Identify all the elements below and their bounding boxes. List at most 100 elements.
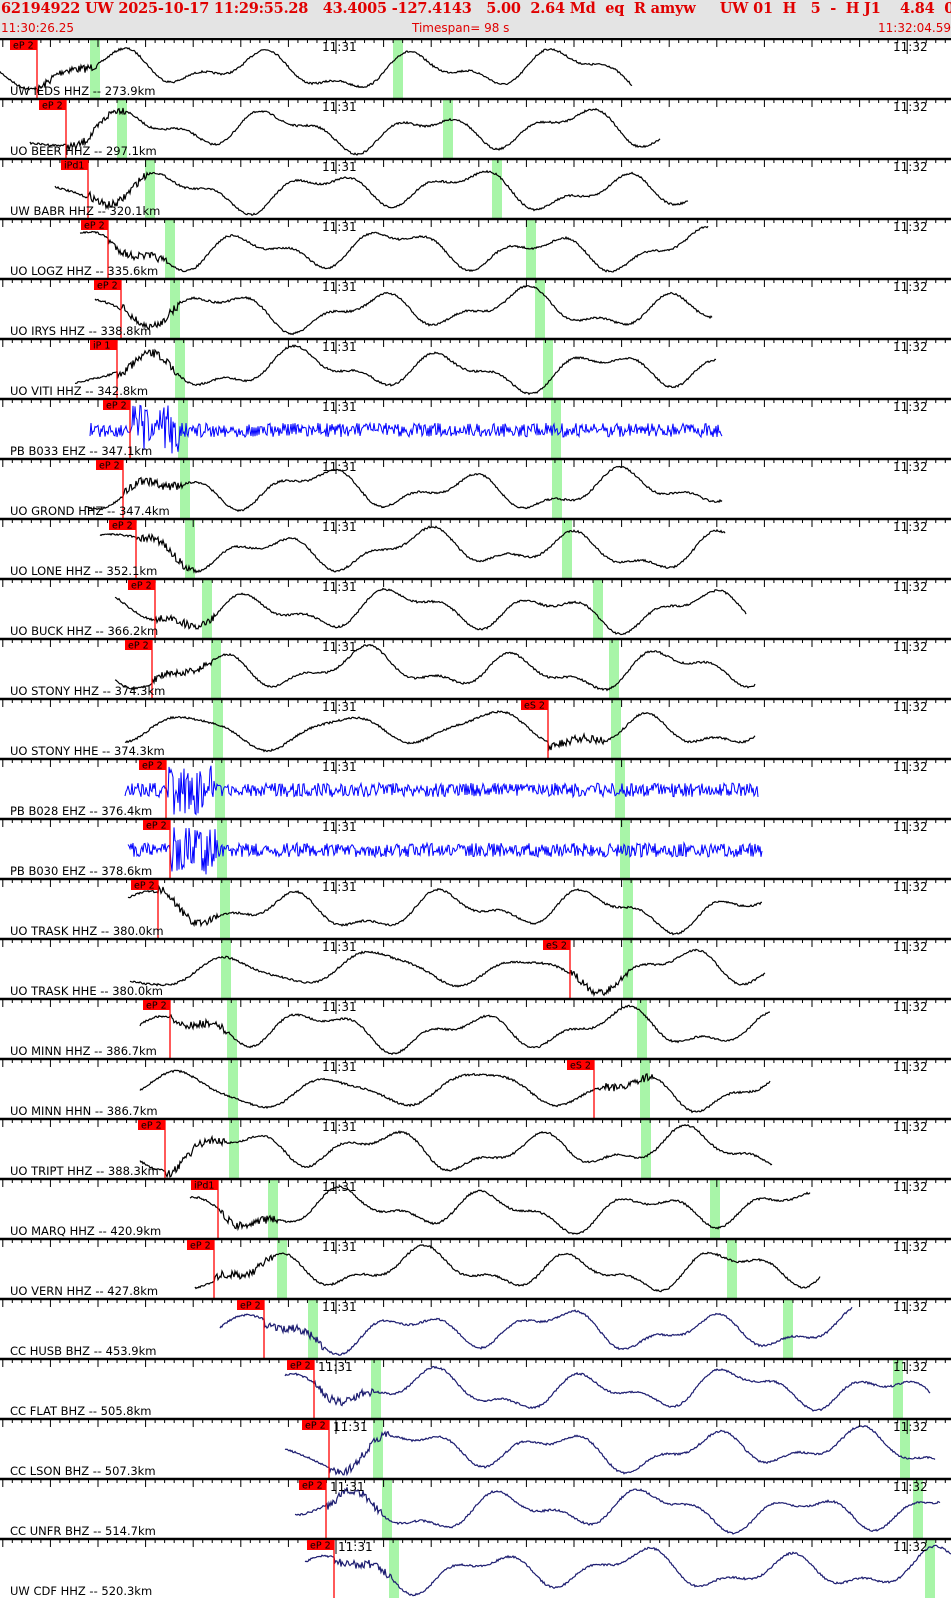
waveform: [79, 225, 709, 273]
trace-row[interactable]: 11:31 11:32 eP 2 UO LONE HHZ -- 352.1km: [0, 517, 951, 578]
pick-flag[interactable]: [143, 1000, 170, 1010]
station-label: CC FLAT BHZ -- 505.8km: [10, 1404, 151, 1418]
waveform: [189, 1185, 811, 1235]
time-label: 11:32: [893, 520, 928, 534]
station-label: UW BABR HHZ -- 320.1km: [10, 204, 160, 218]
pick-label: eP 2: [97, 281, 118, 292]
trace-row[interactable]: 11:31 11:32 eS 2 UO TRASK HHE -- 380.0km: [0, 937, 951, 998]
pick-flag[interactable]: [125, 640, 152, 650]
phase-marker: [221, 939, 231, 998]
waveform: [84, 465, 723, 513]
station-label: UO IRYS HHZ -- 338.8km: [10, 324, 151, 338]
pick-flag[interactable]: [191, 1180, 218, 1190]
time-label: 11:31: [322, 340, 357, 354]
pick-label: eS 2: [570, 1061, 591, 1072]
trace-row[interactable]: 11:31 11:32 eS 2 UO MINN HHN -- 386.7km: [0, 1057, 951, 1118]
pick-flag[interactable]: [139, 760, 166, 770]
phase-marker: [492, 159, 502, 218]
trace-row[interactable]: 11:31 11:32 eP 2 UW IEDS HHZ -- 273.9km: [0, 37, 951, 98]
station-label: CC UNFR BHZ -- 514.7km: [10, 1524, 156, 1538]
waveform: [139, 1124, 773, 1179]
trace-row[interactable]: 11:31 11:32 iP 1 UO VITI HHZ -- 342.8km: [0, 337, 951, 398]
time-label: 11:32: [893, 100, 928, 114]
trace-row[interactable]: 11:31 11:32 eP 2 UO MINN HHZ -- 386.7km: [0, 997, 951, 1058]
trace-row[interactable]: 11:31 11:32 eP 2 CC FLAT BHZ -- 505.8km: [0, 1357, 951, 1418]
trace-row[interactable]: 11:31 11:32 eP 2 UW CDF HHZ -- 520.3km: [0, 1537, 951, 1598]
pick-flag[interactable]: [521, 700, 548, 710]
station-label: UW CDF HHZ -- 520.3km: [10, 1584, 152, 1598]
pick-flag[interactable]: [61, 160, 88, 170]
phase-marker: [175, 339, 185, 398]
pick-flag[interactable]: [237, 1300, 264, 1310]
pick-label: eP 2: [42, 101, 63, 112]
pick-flag[interactable]: [302, 1420, 329, 1430]
trace-row[interactable]: 11:31 11:32 eP 2 UO STONY HHZ -- 374.3km: [0, 637, 951, 698]
pick-flag[interactable]: [299, 1480, 326, 1490]
time-label: 11:31: [322, 1180, 357, 1194]
station-label: UO GROND HHZ -- 347.4km: [10, 504, 170, 518]
pick-flag[interactable]: [96, 460, 123, 470]
time-label: 11:32: [893, 760, 928, 774]
pick-flag[interactable]: [103, 400, 130, 410]
pick-flag[interactable]: [39, 100, 66, 110]
time-label: 11:31: [322, 1120, 357, 1134]
phase-marker: [727, 1239, 737, 1298]
trace-row[interactable]: 11:31 11:32 eP 2 PB B028 EHZ -- 376.4km: [0, 757, 951, 818]
time-label: 11:31: [322, 760, 357, 774]
trace-row[interactable]: 11:31 11:32 eP 2 UO GROND HHZ -- 347.4km: [0, 457, 951, 518]
waveform: [129, 948, 766, 997]
waveform: [74, 344, 717, 396]
pick-flag[interactable]: [307, 1540, 334, 1550]
phase-marker: [893, 1359, 903, 1418]
pick-flag[interactable]: [128, 580, 155, 590]
time-label: 11:32: [893, 880, 928, 894]
time-label: 11:31: [322, 40, 357, 54]
time-label: 11:32: [893, 220, 928, 234]
trace-row[interactable]: 11:31 11:32 iPd1 UW BABR HHZ -- 320.1km: [0, 157, 951, 218]
pick-flag[interactable]: [81, 220, 108, 230]
pick-flag[interactable]: [131, 880, 158, 890]
trace-row[interactable]: 11:31 11:32 eP 2 UO LOGZ HHZ -- 335.6km: [0, 217, 951, 278]
trace-row[interactable]: 11:31 11:32 eP 2 PB B033 EHZ -- 347.1km: [0, 397, 951, 458]
pick-flag[interactable]: [90, 340, 117, 350]
pick-label: eP 2: [99, 461, 120, 472]
trace-row[interactable]: 11:31 11:32 eP 2 CC UNFR BHZ -- 514.7km: [0, 1477, 951, 1538]
time-label: 11:31: [318, 1360, 353, 1374]
seismogram-panel[interactable]: 11:31 11:32 eP 2 UW IEDS HHZ -- 273.9km 11:3…: [0, 37, 951, 1598]
phase-marker: [535, 279, 545, 338]
trace-row[interactable]: 11:31 11:32 eP 2 UO BEER HHZ -- 297.1km: [0, 97, 951, 158]
station-label: UO VITI HHZ -- 342.8km: [10, 384, 148, 398]
time-label: 11:32: [893, 340, 928, 354]
time-label: 11:31: [322, 820, 357, 834]
pick-flag[interactable]: [109, 520, 136, 530]
time-label: 11:32: [893, 400, 928, 414]
trace-row[interactable]: 11:31 11:32 eP 2 CC LSON BHZ -- 507.3km: [0, 1417, 951, 1478]
waveform: [124, 765, 759, 816]
phase-marker: [640, 1059, 650, 1118]
pick-flag[interactable]: [10, 40, 37, 50]
time-label: 11:31: [333, 1420, 368, 1434]
time-label: 11:32: [893, 1000, 928, 1014]
trace-row[interactable]: 11:31 11:32 eS 2 UO STONY HHE -- 374.3km: [0, 697, 951, 758]
pick-flag[interactable]: [567, 1060, 594, 1070]
pick-flag[interactable]: [287, 1360, 314, 1370]
trace-row[interactable]: 11:31 11:32 eP 2 UO TRIPT HHZ -- 388.3km: [0, 1117, 951, 1179]
pick-flag[interactable]: [143, 820, 170, 830]
trace-row[interactable]: 11:31 11:32 eP 2 UO BUCK HHZ -- 366.2km: [0, 577, 951, 638]
end-time: 11:32:04.59: [878, 21, 951, 35]
waveform: [0, 47, 633, 93]
trace-row[interactable]: 11:31 11:32 eP 2 UO IRYS HHZ -- 338.8km: [0, 277, 951, 338]
phase-marker: [268, 1179, 278, 1238]
trace-row[interactable]: 11:31 11:32 eP 2 UO TRASK HHZ -- 380.0km: [0, 877, 951, 938]
trace-row[interactable]: 11:31 11:32 iPd1 UO MARQ HHZ -- 420.9km: [0, 1177, 951, 1238]
waveform: [284, 1365, 931, 1412]
trace-row[interactable]: 11:31 11:32 eP 2 CC HUSB BHZ -- 453.9km: [0, 1297, 951, 1358]
pick-label: iPd1: [194, 1181, 214, 1192]
pick-flag[interactable]: [94, 280, 121, 290]
pick-flag[interactable]: [543, 940, 570, 950]
trace-row[interactable]: 11:31 11:32 eP 2 UO VERN HHZ -- 427.8km: [0, 1237, 951, 1298]
pick-flag[interactable]: [138, 1120, 165, 1130]
pick-flag[interactable]: [187, 1240, 214, 1250]
trace-row[interactable]: 11:31 11:32 eP 2 PB B030 EHZ -- 378.6km: [0, 817, 951, 878]
